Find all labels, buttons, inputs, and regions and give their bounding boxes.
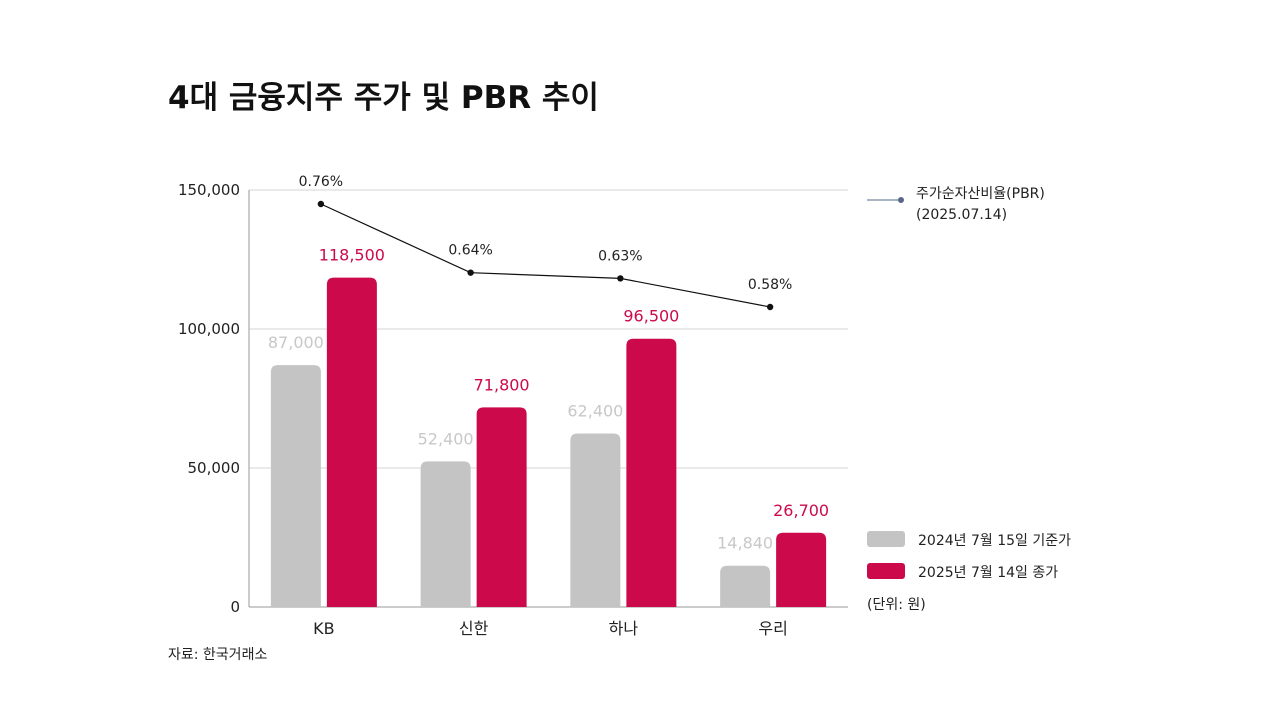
legend-new-label: 2025년 7월 14일 종가 [918,565,1058,581]
bar-label-2025: 118,500 [319,246,385,265]
pbr-label: 0.76% [299,174,343,190]
bar-label-2024: 14,840 [717,534,773,553]
y-tick-label: 50,000 [188,459,241,477]
legend: 주가순자산비율(PBR) (2025.07.14) 2024년 7월 15일 기… [867,186,1071,613]
bar-label-2024: 87,000 [268,333,324,352]
bar-label-2024: 62,400 [567,402,623,421]
pbr-label: 0.58% [748,277,792,293]
pbr-point [766,303,774,311]
bar-2025 [476,407,527,607]
x-category-label: 신한 [459,619,489,638]
y-tick-label: 100,000 [178,320,240,338]
bar-2024 [420,461,471,607]
pbr-line-path [320,203,771,308]
bar-labels: 87,000 118,500 52,400 71,800 62,400 96,500 14,… [268,246,829,553]
bar-2025 [626,338,677,607]
y-tick-label: 150,000 [178,181,240,199]
pbr-line: 0.76% 0.64% 0.63% 0.58% [299,174,792,311]
bar-label-2025: 26,700 [773,501,829,520]
pbr-point [317,200,325,208]
bar-2025 [326,277,377,607]
legend-pbr-date: (2025.07.14) [916,207,1007,223]
x-category-label: 하나 [609,619,639,638]
legend-pbr-marker [898,197,904,203]
bar-2025 [776,532,827,607]
bar-2024 [570,433,621,607]
x-category-label: KB [313,619,334,638]
source-note: 자료: 한국거래소 [168,647,267,663]
legend-pbr-label: 주가순자산비율(PBR) [916,186,1045,202]
unit-note: (단위: 원) [867,597,926,613]
legend-old-label: 2024년 7월 15일 기준가 [918,533,1071,549]
bar-2024 [270,365,321,607]
pbr-point [467,269,474,276]
pbr-point [617,275,624,282]
pbr-label: 0.64% [448,243,492,259]
x-category-label: 우리 [758,619,787,638]
x-axis: KB 신한 하나 우리 [313,619,788,638]
pbr-label: 0.63% [598,248,642,264]
y-axis: 0 50,000 100,000 150,000 [178,181,240,616]
bar-label-2025: 71,800 [474,375,530,394]
bar-label-2024: 52,400 [418,429,474,448]
bar-label-2025: 96,500 [623,307,679,326]
bars [270,277,827,607]
legend-new-swatch [867,563,905,579]
bar-2024 [720,565,771,607]
y-tick-label: 0 [230,598,240,616]
chart-title: 4대 금융지주 주가 및 PBR 추이 [168,80,599,116]
legend-old-swatch [867,531,905,547]
